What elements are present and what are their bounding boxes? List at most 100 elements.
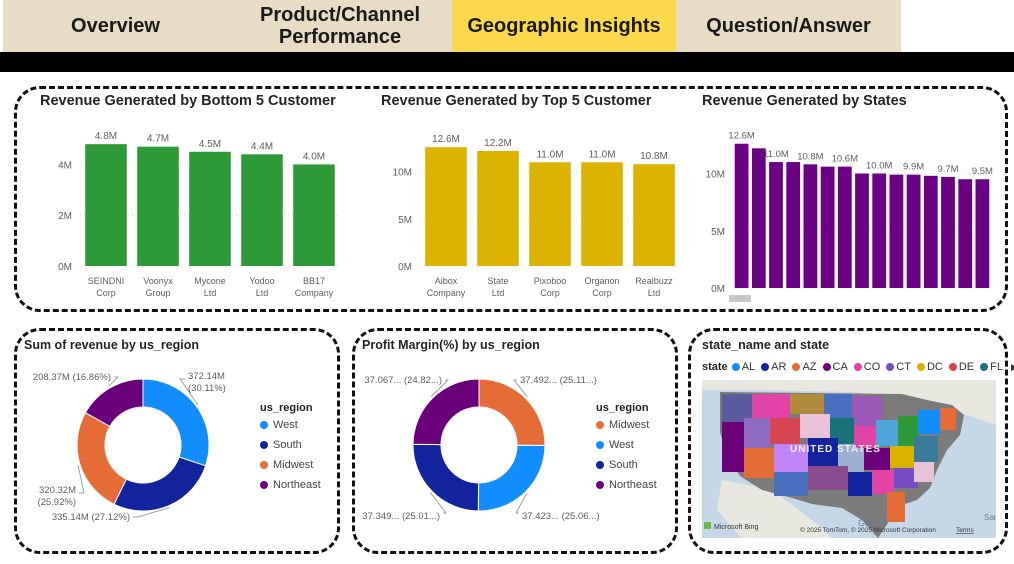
tab-product-channel-performance[interactable]: Product/Channel Performance — [228, 0, 452, 52]
donut-slice[interactable] — [412, 443, 480, 512]
bar[interactable] — [477, 150, 519, 266]
bar[interactable] — [906, 174, 921, 288]
legend-dot — [853, 363, 862, 371]
legend-dot — [792, 363, 801, 371]
top-charts-panel — [14, 86, 1008, 312]
donut-slice[interactable] — [76, 412, 128, 505]
map-copyright: © 2025 TomTom, © 2025 Microsoft Corporat… — [800, 526, 936, 534]
legend-dot — [596, 481, 604, 489]
revenue-region-donut: 372.14M(30.11%) 335.14M (27.12%) 320.32M(2… — [33, 371, 226, 523]
leader-line — [430, 379, 450, 398]
bar[interactable] — [889, 174, 904, 288]
bar[interactable] — [769, 162, 783, 288]
legend-label: West — [273, 419, 298, 431]
legend-item-midwest[interactable]: Midwest — [260, 459, 313, 471]
legend-label: Midwest — [273, 459, 314, 471]
tab-question-answer[interactable]: Question/Answer — [676, 0, 901, 52]
legend-next-arrow-icon[interactable]: ▶ — [1011, 362, 1014, 373]
legend-title-revenue: us_region — [260, 402, 313, 414]
map-legend-item[interactable]: FL — [980, 361, 1003, 373]
bar[interactable] — [293, 164, 335, 266]
bar[interactable] — [855, 173, 869, 288]
bar[interactable] — [941, 176, 955, 288]
donut-slice[interactable] — [478, 378, 546, 446]
bar[interactable] — [529, 162, 571, 266]
donut-slice[interactable] — [84, 378, 144, 428]
bar[interactable] — [633, 164, 675, 266]
chart-scrollbar[interactable] — [729, 295, 751, 302]
donut-data-label: 320.32M — [39, 485, 76, 496]
bar[interactable] — [872, 173, 887, 288]
bar[interactable] — [751, 148, 766, 288]
category-label: Ltd — [648, 288, 661, 298]
bar[interactable] — [975, 179, 990, 288]
chart-title-state-map: state_name and state — [702, 338, 830, 352]
legend-item-west[interactable]: West — [596, 439, 634, 451]
bar[interactable] — [786, 162, 801, 288]
bar[interactable] — [734, 143, 749, 288]
bar[interactable] — [189, 151, 231, 266]
legend-item-west[interactable]: West — [260, 419, 298, 431]
tab-overview[interactable]: Overview — [3, 0, 228, 52]
bar[interactable] — [425, 147, 467, 266]
donut-slice[interactable] — [113, 456, 207, 512]
legend-label: South — [609, 459, 638, 471]
bar[interactable] — [85, 144, 127, 266]
data-label: 4.7M — [147, 134, 169, 145]
bar[interactable] — [923, 175, 938, 288]
map-legend-item[interactable]: AZ — [792, 361, 817, 373]
donut-slice[interactable] — [477, 444, 546, 512]
legend-dot — [260, 421, 268, 429]
legend-item-south[interactable]: South — [260, 439, 302, 451]
donut-slice[interactable] — [412, 378, 480, 446]
leader-line — [133, 507, 170, 518]
tab-geographic-insights[interactable]: Geographic Insights — [452, 0, 676, 52]
legend-item-south[interactable]: South — [596, 459, 638, 471]
leader-line — [179, 378, 199, 406]
bar[interactable] — [581, 162, 623, 266]
bar[interactable] — [958, 179, 973, 288]
legend-dot — [980, 363, 989, 371]
legend-label: Midwest — [609, 419, 650, 431]
profit-margin-donut: 37.492... (25.11...) 37.423... (25.06...)… — [362, 375, 600, 522]
donut-data-label: 372.14M — [188, 371, 225, 382]
bar[interactable] — [241, 154, 283, 266]
map-legend-item[interactable]: DC — [916, 361, 943, 373]
category-label: State — [487, 276, 508, 286]
map-legend: state AL AR AZ CA CO CT DC DE FL ▶ — [702, 361, 1014, 373]
legend-item-northeast[interactable]: Northeast — [260, 479, 321, 491]
category-label: Ltd — [492, 288, 505, 298]
us-state-map[interactable]: UNITED STATES Gulf of Sar Microsoft Bing… — [702, 380, 996, 538]
legend-item-northeast[interactable]: Northeast — [596, 479, 657, 491]
bing-logo-icon — [704, 522, 711, 529]
data-label: 11.0M — [763, 149, 789, 160]
donut-data-label: 37.423... (25.06...) — [522, 511, 600, 522]
legend-item-midwest[interactable]: Midwest — [596, 419, 649, 431]
legend-label: AR — [771, 361, 787, 373]
legend-label: CT — [896, 361, 911, 373]
map-legend-item[interactable]: AR — [761, 361, 786, 373]
bar[interactable] — [803, 164, 818, 288]
data-label: 10.8M — [797, 151, 823, 162]
legend-label: Northeast — [609, 479, 657, 491]
legend-label: AL — [741, 361, 756, 373]
y-tick-label: 10M — [393, 168, 412, 179]
map-legend-item[interactable]: CA — [822, 361, 848, 373]
data-label: 12.6M — [728, 131, 754, 142]
bar[interactable] — [837, 166, 852, 288]
map-legend-item[interactable]: DE — [948, 361, 974, 373]
map-legend-item[interactable]: AL — [731, 361, 756, 373]
legend-title-profit: us_region — [596, 402, 649, 414]
map-legend-item[interactable]: CT — [886, 361, 911, 373]
map-legend-item[interactable]: CO — [853, 361, 880, 373]
chart-title-revenue-region: Sum of revenue by us_region — [24, 338, 200, 352]
map-terms-link[interactable]: Terms — [956, 527, 974, 534]
bar[interactable] — [820, 166, 835, 288]
legend-dot — [260, 441, 268, 449]
category-label: Corp — [96, 288, 116, 298]
donut-slice[interactable] — [142, 378, 210, 467]
legend-label: Northeast — [273, 479, 321, 491]
donut-data-label: 37.067... (24.82...) — [364, 375, 442, 386]
y-tick-label: 4M — [58, 160, 72, 171]
bar[interactable] — [137, 146, 179, 266]
